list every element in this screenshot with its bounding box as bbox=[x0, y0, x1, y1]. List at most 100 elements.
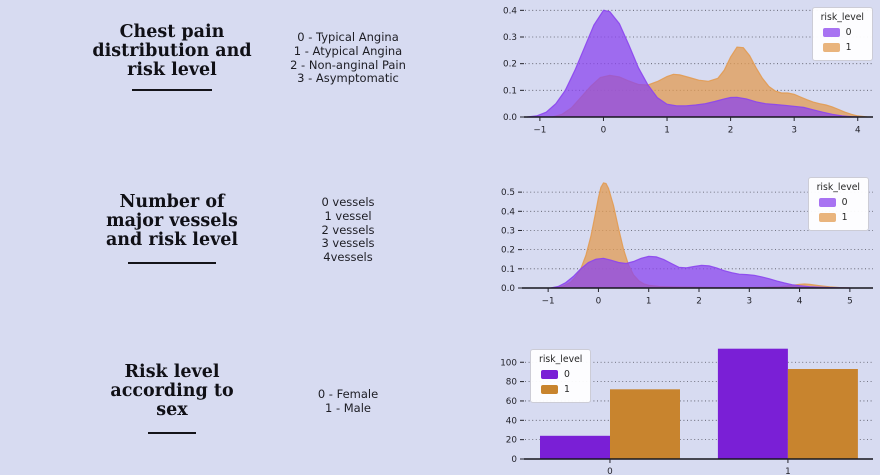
category-line: 3 vessels bbox=[321, 236, 375, 251]
x-tick-label: 2 bbox=[728, 126, 734, 136]
legend-title: risk_level bbox=[816, 182, 860, 193]
bar-risk-0-cat-0 bbox=[540, 435, 610, 459]
category-line: 4vessels bbox=[323, 250, 373, 265]
category-key-major-vessels: 0 vessels 1 vessel 2 vessels 3 vessels 4vess… bbox=[268, 195, 428, 265]
title-line: distribution and bbox=[92, 41, 252, 61]
legend-item: 0 bbox=[822, 26, 864, 39]
y-tick-label: 20 bbox=[506, 436, 518, 446]
category-line: 1 vessel bbox=[324, 208, 372, 223]
title-line: and risk level bbox=[105, 230, 239, 250]
y-tick-label: 0.0 bbox=[503, 113, 517, 123]
title-line: Number of bbox=[119, 192, 225, 212]
legend-label: 0 bbox=[564, 369, 570, 380]
legend-title: risk_level bbox=[539, 354, 583, 365]
x-tick-label: 1 bbox=[785, 467, 791, 475]
kde-line-risk-0 bbox=[550, 255, 850, 289]
x-tick-label: 1 bbox=[646, 297, 652, 307]
y-tick-label: 0 bbox=[511, 455, 517, 465]
y-tick-label: 0.2 bbox=[503, 60, 517, 70]
category-line: 0 - Female bbox=[317, 387, 379, 401]
y-tick-label: 0.4 bbox=[501, 207, 515, 217]
category-line: 1 - Male bbox=[324, 400, 372, 415]
risk-level-legend: risk_level 0 1 bbox=[530, 349, 592, 403]
title-line: major vessels bbox=[106, 211, 238, 231]
bar-risk-1-cat-1 bbox=[787, 369, 858, 459]
kde-plot-chest-pain: 0.0 0.1 0.2 0.3 0.4 −1 0 1 2 3 4 bbox=[503, 6, 873, 136]
title-line: Risk level bbox=[124, 362, 220, 382]
title-underline bbox=[148, 432, 196, 434]
x-tick-label: 4 bbox=[797, 297, 803, 307]
sex-risk-bar-chart: 0 20 40 60 80 100 0 1 risk_level 0 1 bbox=[440, 320, 880, 475]
kde-area-risk-0 bbox=[550, 256, 850, 288]
x-tick-label: −1 bbox=[542, 297, 555, 307]
y-tick-label: 0.1 bbox=[501, 265, 515, 275]
y-tick-label: 0.3 bbox=[501, 226, 515, 236]
y-tick-label: 60 bbox=[506, 397, 518, 407]
legend-swatch bbox=[822, 28, 840, 37]
major-vessels-kde-chart: 0.0 0.1 0.2 0.3 0.4 0.5 −1 0 1 2 3 4 5 risk_level 0 1 bbox=[440, 158, 880, 310]
x-tick-label: 3 bbox=[746, 297, 752, 307]
legend-label: 1 bbox=[841, 212, 848, 223]
legend-item: 0 bbox=[541, 368, 582, 381]
y-tick-label: 40 bbox=[506, 416, 518, 426]
title-underline bbox=[132, 89, 212, 91]
x-tick-label: 1 bbox=[664, 126, 670, 136]
section-title-major-vessels: Number of major vessels and risk level bbox=[52, 193, 292, 264]
y-tick-label: 0.5 bbox=[501, 188, 515, 198]
legend-swatch bbox=[818, 198, 836, 207]
legend-label: 1 bbox=[845, 42, 852, 53]
x-tick-label: 0 bbox=[596, 297, 602, 307]
legend-label: 1 bbox=[564, 384, 570, 395]
legend-title: risk_level bbox=[820, 12, 864, 23]
x-tick-label: 0 bbox=[601, 126, 607, 136]
kde-line-risk-0 bbox=[527, 9, 858, 118]
y-tick-label: 0.1 bbox=[503, 86, 517, 96]
kde-plot-major-vessels: 0.0 0.1 0.2 0.3 0.4 0.5 −1 0 1 2 3 4 5 bbox=[501, 182, 873, 307]
x-tick-label: −1 bbox=[533, 126, 546, 136]
title-underline bbox=[128, 262, 216, 264]
legend-item: 0 bbox=[818, 196, 860, 209]
title-line: risk level bbox=[127, 60, 217, 80]
legend-label: 0 bbox=[841, 197, 848, 208]
section-title-sex: Risk level according to sex bbox=[52, 363, 292, 434]
x-tick-label: 2 bbox=[696, 297, 702, 307]
x-tick-label: 5 bbox=[847, 297, 853, 307]
x-tick-label: 4 bbox=[855, 126, 861, 136]
bar-risk-0-cat-1 bbox=[717, 348, 788, 459]
legend-item: 1 bbox=[822, 41, 864, 54]
title-line: according to bbox=[110, 381, 234, 401]
legend-swatch bbox=[541, 370, 558, 379]
legend-label: 0 bbox=[845, 27, 852, 38]
legend-swatch bbox=[822, 43, 840, 52]
category-key-chest-pain: 0 - Typical Angina 1 - Atypical Angina 2 -… bbox=[268, 30, 428, 86]
y-tick-label: 0.3 bbox=[503, 33, 517, 43]
x-tick-label: 0 bbox=[607, 467, 613, 475]
y-tick-label: 0.4 bbox=[503, 6, 517, 16]
x-tick-label: 3 bbox=[791, 126, 797, 136]
legend-swatch bbox=[818, 213, 836, 222]
category-line: 0 vessels bbox=[321, 195, 375, 209]
bar-plot-sex-risk: 0 20 40 60 80 100 0 1 bbox=[500, 348, 873, 475]
category-key-sex: 0 - Female 1 - Male bbox=[268, 387, 428, 416]
category-line: 2 - Non-anginal Pain bbox=[290, 57, 406, 72]
category-line: 0 - Typical Angina bbox=[297, 30, 399, 44]
y-tick-label: 80 bbox=[506, 378, 518, 388]
risk-level-legend: risk_level 0 1 bbox=[811, 7, 873, 61]
category-line: 1 - Atypical Angina bbox=[293, 43, 403, 58]
legend-item: 1 bbox=[541, 383, 582, 396]
y-tick-label: 100 bbox=[500, 358, 517, 368]
legend-item: 1 bbox=[818, 211, 860, 224]
legend-swatch bbox=[541, 385, 558, 394]
title-line: sex bbox=[156, 400, 188, 420]
y-tick-label: 0.2 bbox=[501, 246, 515, 256]
chest-pain-kde-chart: 0.0 0.1 0.2 0.3 0.4 −1 0 1 2 3 4 risk_level 0 1 bbox=[440, 0, 880, 152]
kde-area-risk-0 bbox=[527, 10, 858, 117]
category-line: 2 vessels bbox=[321, 222, 375, 237]
risk-level-legend: risk_level 0 1 bbox=[807, 177, 869, 231]
y-tick-label: 0.0 bbox=[501, 284, 515, 294]
section-title-chest-pain: Chest pain distribution and risk level bbox=[52, 23, 292, 91]
title-line: Chest pain bbox=[119, 22, 225, 42]
bar-risk-1-cat-0 bbox=[610, 389, 680, 459]
category-line: 3 - Asymptomatic bbox=[297, 71, 399, 86]
